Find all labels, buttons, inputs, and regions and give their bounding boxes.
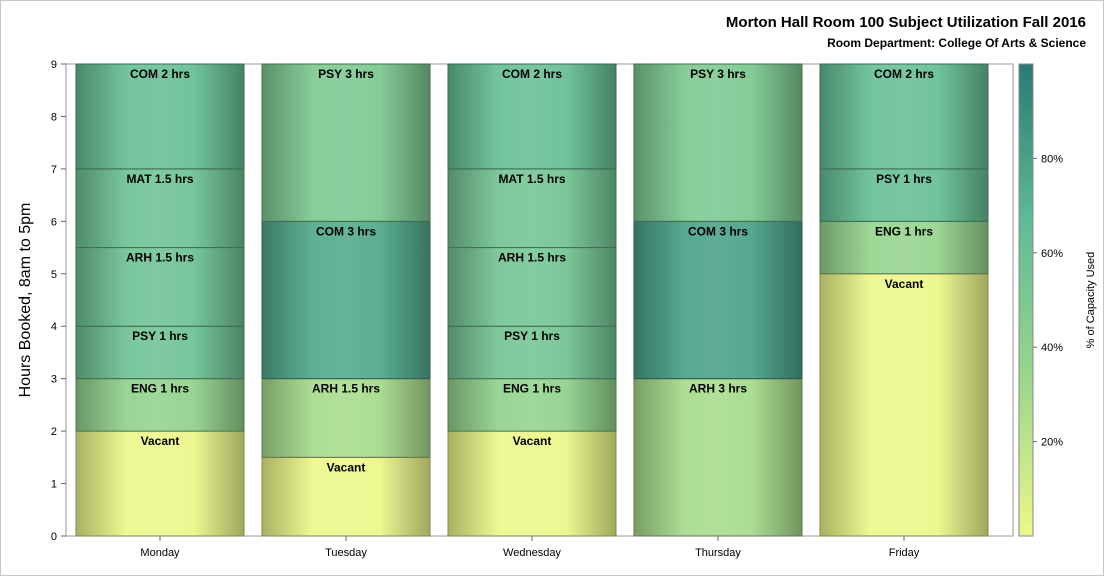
color-legend-tick-label: 80% xyxy=(1041,153,1063,165)
segment-label: COM 2 hrs xyxy=(130,67,190,81)
y-tick-label: 2 xyxy=(51,426,57,438)
bar-segment[interactable] xyxy=(633,220,803,380)
y-tick-label: 8 xyxy=(51,111,57,123)
bar-segment[interactable] xyxy=(819,168,989,222)
x-tick-label: Wednesday xyxy=(503,547,561,559)
bar-segment[interactable] xyxy=(447,378,617,432)
color-legend-tick-label: 60% xyxy=(1041,248,1063,260)
bar-segment[interactable] xyxy=(447,168,617,249)
y-tick-label: 0 xyxy=(51,531,57,543)
bar-segment[interactable] xyxy=(75,430,245,537)
segment-label: PSY 3 hrs xyxy=(690,67,746,81)
segment-label: Vacant xyxy=(141,434,180,448)
bar-stack-wednesday: Vacant ENG 1 hrs PSY 1 hrs ARH 1.5 hrs MAT 1… xyxy=(447,63,617,537)
segment-label: Vacant xyxy=(885,277,924,291)
y-axis-label: Hours Booked, 8am to 5pm xyxy=(17,203,34,398)
bar-segment[interactable] xyxy=(819,63,989,170)
y-tick-label: 9 xyxy=(51,59,57,71)
bar-segment[interactable] xyxy=(75,168,245,249)
color-legend-bar xyxy=(1018,63,1034,537)
segment-label: ENG 1 hrs xyxy=(131,382,189,396)
x-axis: Monday Tuesday Wednesday Thursday Friday xyxy=(140,536,920,559)
bar-segment[interactable] xyxy=(819,220,989,275)
segment-label: COM 2 hrs xyxy=(874,67,934,81)
segment-label: PSY 1 hrs xyxy=(132,329,188,343)
bar-segment[interactable] xyxy=(633,63,803,222)
bar-segment[interactable] xyxy=(75,325,245,380)
bar-segment[interactable] xyxy=(261,220,431,380)
color-legend-label: % of Capacity Used xyxy=(1085,252,1097,349)
segment-label: ARH 1.5 hrs xyxy=(126,251,194,265)
segment-label: PSY 1 hrs xyxy=(504,329,560,343)
segment-label: MAT 1.5 hrs xyxy=(498,172,565,186)
segment-label: COM 3 hrs xyxy=(316,224,376,238)
segment-label: ARH 1.5 hrs xyxy=(312,382,380,396)
bar-segment[interactable] xyxy=(819,273,989,537)
bar-segment[interactable] xyxy=(261,378,431,458)
bar-segment[interactable] xyxy=(633,378,803,537)
bar-stack-tuesday: Vacant ARH 1.5 hrs COM 3 hrs PSY 3 hrs xyxy=(261,63,431,537)
x-tick-label: Monday xyxy=(140,547,180,559)
bar-segment[interactable] xyxy=(75,63,245,170)
bars-group: Vacant ENG 1 hrs PSY 1 hrs ARH 1.5 hrs MAT 1… xyxy=(75,63,989,537)
segment-label: MAT 1.5 hrs xyxy=(126,172,193,186)
bar-stack-friday: Vacant ENG 1 hrs PSY 1 hrs COM 2 hrs xyxy=(819,63,989,537)
bar-segment[interactable] xyxy=(75,247,245,327)
color-legend-tick-label: 40% xyxy=(1041,342,1063,354)
bar-segment[interactable] xyxy=(447,430,617,537)
segment-label: Vacant xyxy=(513,434,552,448)
segment-label: ENG 1 hrs xyxy=(503,382,561,396)
y-tick-label: 6 xyxy=(51,216,57,228)
bar-segment[interactable] xyxy=(447,63,617,170)
segment-label: ARH 1.5 hrs xyxy=(498,251,566,265)
x-tick-label: Friday xyxy=(889,547,920,559)
y-tick-label: 7 xyxy=(51,164,57,176)
segment-label: ARH 3 hrs xyxy=(689,382,747,396)
segment-label: PSY 1 hrs xyxy=(876,172,932,186)
segment-label: COM 3 hrs xyxy=(688,224,748,238)
segment-label: Vacant xyxy=(327,460,366,474)
color-legend: 20% 40% 60% 80% xyxy=(1018,63,1063,537)
segment-label: PSY 3 hrs xyxy=(318,67,374,81)
bar-stack-monday: Vacant ENG 1 hrs PSY 1 hrs ARH 1.5 hrs MAT 1… xyxy=(75,63,245,537)
bar-segment[interactable] xyxy=(261,63,431,222)
chart-title: Morton Hall Room 100 Subject Utilization… xyxy=(725,14,1086,31)
segment-label: COM 2 hrs xyxy=(502,67,562,81)
segment-label: ENG 1 hrs xyxy=(875,224,933,238)
x-tick-label: Thursday xyxy=(695,547,741,559)
y-tick-label: 5 xyxy=(51,269,57,281)
y-axis: 0 1 2 3 4 5 6 7 8 9 xyxy=(51,59,66,543)
y-tick-label: 3 xyxy=(51,374,57,386)
bar-segment[interactable] xyxy=(447,247,617,327)
y-tick-label: 4 xyxy=(51,321,57,333)
bar-stack-thursday: ARH 3 hrs COM 3 hrs PSY 3 hrs xyxy=(633,63,803,537)
color-legend-tick-label: 20% xyxy=(1041,437,1063,449)
y-tick-label: 1 xyxy=(51,479,57,491)
bar-segment[interactable] xyxy=(75,378,245,432)
chart-subtitle: Room Department: College Of Arts & Scien… xyxy=(827,36,1086,50)
x-tick-label: Tuesday xyxy=(325,547,367,559)
